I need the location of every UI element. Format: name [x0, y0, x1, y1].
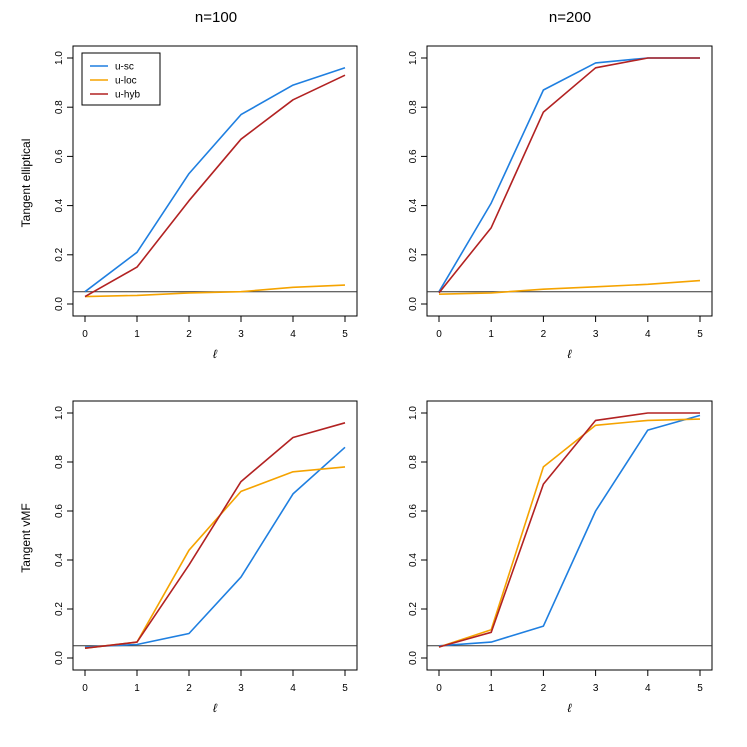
x-tick-label: 2 — [541, 329, 547, 340]
y-tick-label: 0.6 — [54, 149, 65, 163]
column-title-n100: n=100 — [195, 9, 237, 26]
y-tick-label: 0.0 — [408, 297, 419, 311]
x-axis-title: ℓ — [568, 701, 573, 715]
chart-panel-1: 0 1 2 3 4 5 0.0 0.2 0.4 0.6 0.8 1.0 ℓ u-sc u-loc u-hyb — [54, 45, 358, 361]
x-tick-label: 4 — [645, 329, 651, 340]
x-tick-label: 4 — [645, 683, 651, 694]
chart-panel-3: 0 1 2 3 4 5 0.0 0.2 0.4 0.6 0.8 1.0 ℓ — [54, 400, 358, 715]
x-tick-label: 5 — [342, 683, 348, 694]
series-line-u-sc — [84, 446, 346, 648]
x-tick-label: 1 — [488, 683, 494, 694]
x-tick-label: 3 — [238, 329, 244, 340]
x-axis-title: ℓ — [213, 701, 218, 715]
series-line-u-loc — [438, 418, 701, 648]
y-tick-label: 0.8 — [408, 100, 419, 114]
series-line-u-loc — [84, 466, 346, 649]
y-tick-label: 0.8 — [54, 100, 65, 114]
y-tick-label: 0.4 — [408, 198, 419, 212]
y-tick-label: 0.0 — [408, 651, 419, 665]
x-tick-label: 3 — [593, 329, 599, 340]
y-tick-label: 1.0 — [408, 406, 419, 420]
x-tick-label: 2 — [186, 329, 192, 340]
x-tick-label: 3 — [593, 683, 599, 694]
series-line-u-loc — [438, 279, 701, 295]
series-line-u-sc — [438, 414, 701, 647]
x-tick-label: 1 — [488, 329, 494, 340]
x-tick-label: 0 — [436, 683, 442, 694]
y-tick-label: 0.0 — [54, 297, 65, 311]
x-tick-label: 1 — [134, 683, 140, 694]
x-tick-label: 5 — [697, 329, 703, 340]
legend-label-u-hyb: u-hyb — [115, 90, 140, 101]
row-label-vmf: Tangent vMF — [19, 503, 33, 572]
plot-frame — [426, 45, 713, 317]
y-tick-label: 0.4 — [54, 198, 65, 212]
x-axis-title: ℓ — [213, 347, 218, 361]
x-tick-label: 4 — [290, 683, 296, 694]
y-tick-label: 1.0 — [54, 406, 65, 420]
x-axis-title: ℓ — [568, 347, 573, 361]
chart-panel-2: 0 1 2 3 4 5 0.0 0.2 0.4 0.6 0.8 1.0 ℓ — [408, 45, 713, 361]
series-line-u-loc — [84, 284, 346, 298]
series-line-u-hyb — [438, 412, 700, 648]
x-tick-label: 2 — [541, 683, 547, 694]
x-tick-label: 4 — [290, 329, 296, 340]
y-tick-label: 0.6 — [408, 149, 419, 163]
legend-label-u-loc: u-loc — [115, 76, 137, 87]
series-line-u-sc — [438, 57, 700, 293]
x-tick-label: 0 — [82, 329, 88, 340]
legend-box — [81, 52, 161, 106]
chart-panel-4: 0 1 2 3 4 5 0.0 0.2 0.4 0.6 0.8 1.0 ℓ — [408, 400, 713, 715]
x-tick-label: 0 — [436, 329, 442, 340]
legend-label-u-sc: u-sc — [115, 62, 134, 73]
x-tick-label: 5 — [342, 329, 348, 340]
y-tick-label: 0.2 — [54, 247, 65, 261]
panels: 0 1 2 3 4 50.00.20.40.60.81.0ℓu-scu-locu-hyb0… — [54, 45, 713, 715]
plot-frame — [426, 400, 713, 671]
y-tick-label: 1.0 — [408, 51, 419, 65]
row-label-elliptical: Tangent elliptical — [19, 139, 33, 228]
x-tick-label: 1 — [134, 329, 140, 340]
x-tick-label: 2 — [186, 683, 192, 694]
y-tick-label: 0.6 — [54, 504, 65, 518]
y-tick-label: 0.6 — [408, 504, 419, 518]
series-line-u-hyb — [84, 74, 346, 298]
y-tick-label: 0.2 — [408, 247, 419, 261]
y-tick-label: 0.0 — [54, 651, 65, 665]
series-line-u-hyb — [438, 57, 700, 294]
y-tick-label: 0.2 — [408, 602, 419, 616]
x-tick-label: 0 — [82, 683, 88, 694]
plot-frame — [72, 400, 358, 671]
y-tick-label: 1.0 — [54, 51, 65, 65]
legend: u-sc u-loc u-hyb — [81, 52, 161, 106]
plot-frame — [72, 45, 358, 317]
y-tick-label: 0.8 — [408, 455, 419, 469]
series-line-u-sc — [84, 67, 346, 293]
y-tick-label: 0.2 — [54, 602, 65, 616]
y-tick-label: 0.4 — [408, 553, 419, 567]
y-tick-label: 0.4 — [54, 553, 65, 567]
y-tick-label: 0.8 — [54, 455, 65, 469]
column-title-n200: n=200 — [549, 9, 591, 26]
x-tick-label: 3 — [238, 683, 244, 694]
series-line-u-hyb — [84, 422, 346, 649]
x-tick-label: 5 — [697, 683, 703, 694]
